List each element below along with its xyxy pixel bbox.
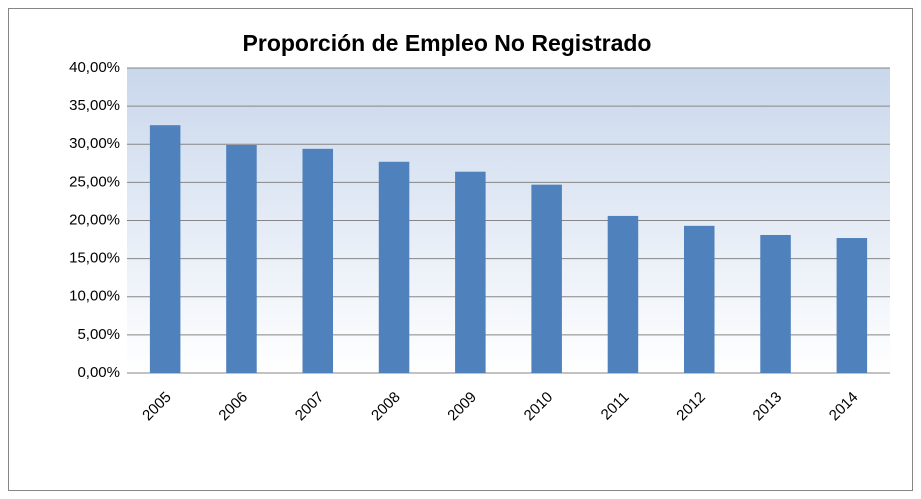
y-tick-label: 20,00%	[69, 211, 120, 228]
y-tick-label: 0,00%	[77, 364, 120, 381]
bar	[149, 125, 181, 373]
bar	[683, 225, 715, 373]
bar	[378, 161, 410, 373]
bar	[836, 238, 868, 373]
y-tick-label: 15,00%	[69, 250, 120, 267]
bar	[455, 171, 486, 373]
bar	[302, 148, 334, 373]
y-tick-label: 40,00%	[69, 59, 120, 76]
bar	[226, 145, 257, 373]
y-tick-label: 30,00%	[69, 135, 120, 152]
chart-title: Proporción de Empleo No Registrado	[243, 30, 652, 56]
y-tick-label: 35,00%	[69, 97, 120, 114]
y-tick-label: 10,00%	[69, 288, 120, 305]
y-tick-label: 5,00%	[77, 326, 120, 343]
y-tick-label: 25,00%	[69, 173, 120, 190]
bar	[760, 234, 791, 373]
bar	[607, 215, 639, 373]
bar	[531, 184, 562, 373]
